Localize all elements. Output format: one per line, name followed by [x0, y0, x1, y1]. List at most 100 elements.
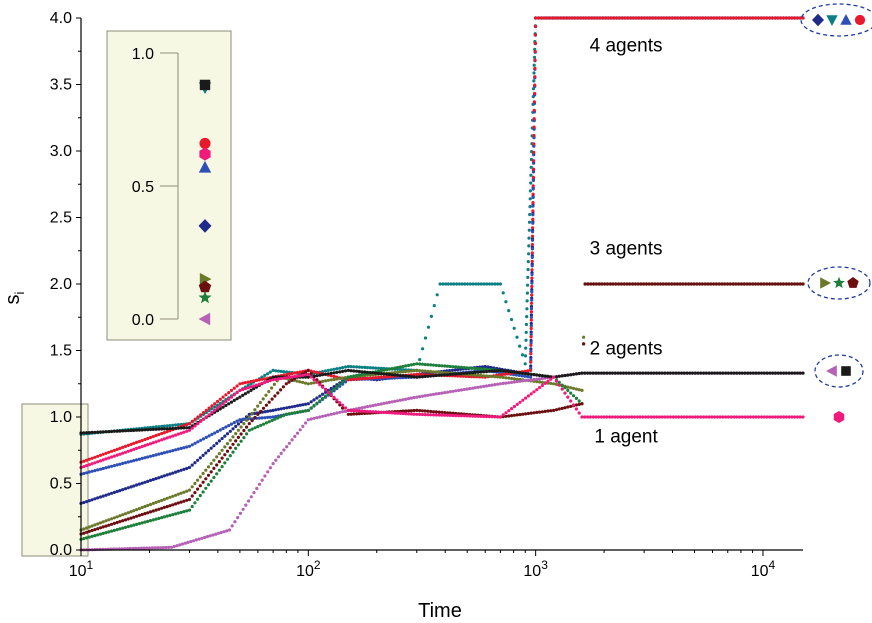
point	[162, 427, 166, 431]
point	[110, 522, 114, 526]
point	[621, 415, 626, 419]
point	[536, 16, 541, 20]
point	[473, 366, 477, 371]
point	[260, 381, 264, 385]
point	[463, 282, 467, 286]
point	[104, 493, 108, 497]
point	[306, 402, 310, 406]
point	[341, 380, 345, 384]
point	[530, 293, 534, 297]
point	[784, 282, 788, 286]
point	[704, 415, 708, 419]
y-tick-label: 3.5	[50, 77, 72, 94]
point	[448, 411, 452, 415]
point	[271, 462, 275, 466]
point	[208, 534, 212, 538]
point	[707, 415, 711, 419]
point	[450, 368, 454, 372]
point	[236, 428, 240, 432]
point	[638, 415, 642, 419]
point	[315, 416, 319, 420]
point	[382, 368, 386, 372]
point	[171, 513, 175, 517]
point	[390, 373, 394, 377]
point	[254, 378, 259, 382]
point	[171, 423, 175, 427]
point	[493, 375, 497, 379]
point	[306, 382, 310, 386]
point	[474, 282, 478, 286]
point	[412, 396, 416, 400]
point	[635, 371, 639, 375]
point	[630, 415, 634, 419]
point	[257, 416, 261, 420]
point	[352, 374, 356, 378]
point	[332, 377, 336, 382]
point	[118, 489, 122, 493]
point	[204, 408, 208, 412]
point	[301, 403, 305, 407]
point	[529, 181, 533, 185]
point	[460, 282, 464, 286]
point	[700, 282, 705, 286]
point	[126, 517, 130, 521]
point	[742, 282, 746, 286]
point	[276, 416, 280, 420]
point	[512, 413, 517, 417]
point	[143, 428, 147, 432]
point	[153, 546, 157, 550]
point	[501, 381, 505, 385]
point	[135, 508, 139, 512]
point	[445, 390, 450, 394]
point	[137, 457, 141, 461]
point	[151, 427, 155, 431]
point	[529, 378, 533, 382]
point	[540, 380, 545, 384]
point	[582, 342, 586, 346]
point	[196, 415, 200, 419]
point	[93, 528, 97, 532]
point	[132, 441, 136, 445]
point	[518, 379, 522, 383]
point	[756, 282, 760, 286]
point	[352, 412, 356, 416]
point	[518, 400, 522, 404]
point	[569, 391, 573, 395]
point	[526, 378, 531, 382]
point	[154, 508, 158, 512]
point	[157, 499, 161, 503]
point	[533, 58, 537, 62]
point	[514, 373, 519, 377]
point	[276, 377, 281, 381]
point	[437, 410, 441, 414]
point	[753, 282, 758, 286]
point	[465, 387, 469, 391]
point	[115, 429, 119, 433]
point	[455, 282, 459, 286]
point	[452, 282, 456, 286]
point	[151, 509, 155, 513]
point	[82, 531, 86, 535]
final-marker-triangle-right	[820, 277, 831, 289]
point	[259, 423, 263, 427]
point	[636, 282, 640, 286]
inset-marker-diamond	[198, 219, 212, 233]
point	[471, 366, 475, 370]
point	[597, 415, 601, 419]
point	[207, 413, 211, 417]
point	[193, 417, 197, 421]
point	[229, 400, 234, 404]
point	[462, 387, 466, 392]
point	[285, 406, 289, 410]
point	[787, 282, 791, 286]
point	[304, 375, 308, 379]
point	[338, 382, 342, 386]
point	[157, 425, 161, 429]
point	[287, 380, 291, 384]
point	[476, 373, 480, 377]
point	[321, 392, 325, 396]
point	[376, 410, 381, 414]
point	[253, 415, 257, 420]
point	[776, 282, 780, 286]
point	[224, 399, 228, 404]
